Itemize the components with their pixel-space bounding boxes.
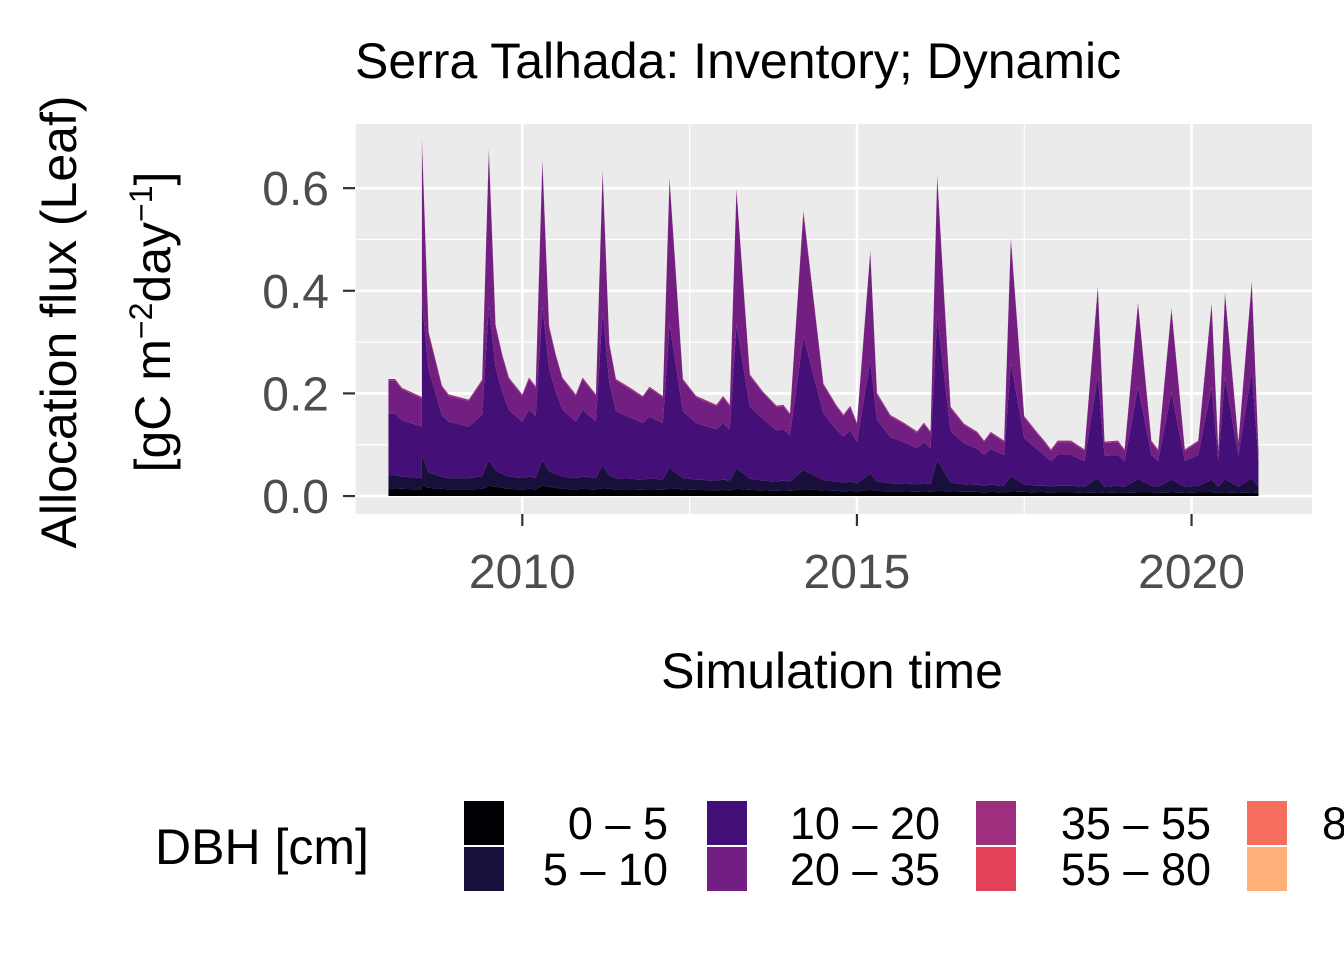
legend-label-2: 10 – 20 [790, 798, 940, 849]
x-axis-title: Simulation time [661, 643, 1003, 699]
legend-entry-1: 5 – 10 [462, 844, 668, 895]
legend-swatch-4 [974, 799, 1018, 847]
legend-entry-0: 0 – 5 [462, 798, 668, 849]
legend-label-6: 8 [1322, 798, 1344, 849]
legend-swatch-6 [1245, 799, 1289, 847]
x-tick-label-2: 2020 [1138, 546, 1245, 599]
y-axis-title-line1: Allocation flux (Leaf) [31, 95, 87, 548]
legend-swatch-0 [462, 799, 506, 847]
area-series-1 [388, 454, 1259, 493]
legend-entry-3: 20 – 35 [705, 844, 940, 895]
legend-entry-7 [1245, 845, 1289, 893]
y-tick-label-2: 0.4 [262, 266, 329, 319]
legend-entry-5: 55 – 80 [974, 844, 1211, 895]
y-tick-label-1: 0.2 [262, 368, 329, 421]
legend-swatch-2 [705, 799, 749, 847]
y-axis-unit-exp2: −1 [123, 185, 159, 221]
legend-label-4: 35 – 55 [1061, 798, 1211, 849]
legend-label-1: 5 – 10 [543, 844, 668, 895]
y-axis-unit-part2: day [125, 222, 181, 303]
x-tick-label-0: 2010 [469, 546, 576, 599]
y-axis-title-line2: [gC m−2day−1] [123, 172, 181, 473]
legend-label-3: 20 – 35 [790, 844, 940, 895]
legend-swatch-5 [974, 845, 1018, 893]
y-tick-label-3: 0.6 [262, 163, 329, 216]
y-axis-title: Allocation flux (Leaf) [gC m−2day−1] [31, 95, 181, 548]
legend-swatch-7 [1245, 845, 1289, 893]
y-axis-unit-exp1: −2 [123, 303, 159, 339]
y-tick-label-0: 0.0 [262, 471, 329, 524]
legend-entry-6: 8 [1245, 798, 1344, 849]
x-tick-label-1: 2015 [804, 546, 911, 599]
y-axis-unit-part1: [gC m [125, 339, 181, 472]
legend-entry-4: 35 – 55 [974, 798, 1211, 849]
legend-title: DBH [cm] [155, 819, 369, 875]
area-series-2 [388, 301, 1259, 487]
area-series-3 [388, 141, 1259, 462]
chart-title: Serra Talhada: Inventory; Dynamic [355, 33, 1121, 89]
legend-swatch-1 [462, 845, 506, 893]
y-axis: 0.0 0.2 0.4 0.6 [262, 163, 355, 524]
legend-label-5: 55 – 80 [1061, 844, 1211, 895]
legend-label-0: 0 – 5 [568, 798, 668, 849]
legend-swatch-3 [705, 845, 749, 893]
legend-entry-2: 10 – 20 [705, 798, 940, 849]
stacked-areas [388, 138, 1259, 497]
x-axis: 2010 2015 2020 [469, 514, 1245, 599]
y-axis-unit-part3: ] [125, 172, 181, 186]
area-series-0 [388, 485, 1259, 497]
legend: DBH [cm] 0 – 55 – 10 10 – 2020 – 35 35 – 5… [155, 798, 1344, 895]
